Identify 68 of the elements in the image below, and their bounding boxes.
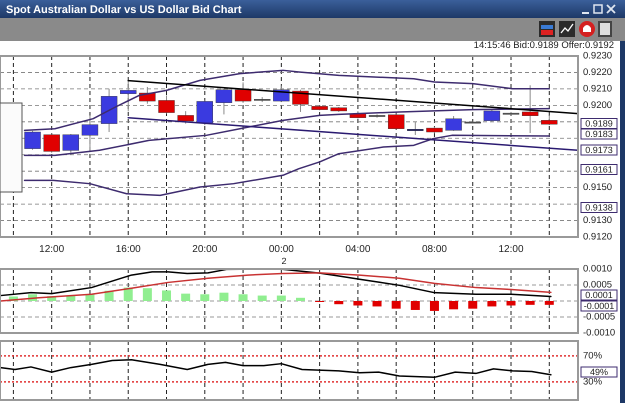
text: 0.0001 [585,290,613,300]
bar [544,301,554,305]
y-tick-label: 0.9200 [583,100,612,111]
candlestick [43,132,60,154]
bar [449,301,458,310]
x-tick-label: 08:00 [422,244,448,255]
bar [430,301,439,311]
bar [258,296,267,301]
bar [238,294,248,301]
chart-subtitle: 14:15:46 Bid:0.9189 Offer:0.9192 [474,40,614,51]
y-tick-label: 0.9120 [583,232,612,243]
y-tick-label: -0.0010 [583,328,616,339]
text: 49% [590,366,608,377]
bar [142,288,152,301]
bar [162,290,172,301]
bar [276,296,286,301]
candlestick [24,130,41,150]
y-tick-label: 0.0005 [583,280,612,291]
text: 0.9189 [585,118,613,128]
bar [181,294,190,301]
candlestick [177,110,194,124]
bar [468,301,478,309]
x-tick-label: 20:00 [192,244,218,255]
candlestick [484,108,500,122]
text: -0.0001 [584,300,614,311]
x-tick-label: 04:00 [345,244,371,255]
bar [506,301,516,306]
bar [334,301,344,304]
text: 0.9173 [585,144,613,155]
text: 0.9138 [585,202,613,212]
candlestick [541,114,558,126]
candlestick [62,133,80,154]
bar [392,301,401,309]
candlestick [82,114,98,153]
y-tick-label: 0.9150 [583,182,612,194]
candlestick [234,82,252,104]
candlestick [158,94,175,114]
candlestick [196,100,213,126]
chart-title: Spot Australian Dollar vs US Dollar Bid Chart [6,4,242,16]
x-tick-label: 12:00 [498,244,524,255]
bar [353,301,362,306]
x-tick-label: 00:00 [268,244,294,255]
bar [200,294,210,301]
y-tick-label: 0.9130 [583,215,612,226]
x-tick-label: 16:00 [116,244,142,255]
candlestick [445,116,462,132]
candlestick [522,84,538,134]
y-tick-label: 0.9230 [583,50,612,62]
bar [487,301,496,306]
y-tick-label: 30% [583,376,603,388]
text: 2 [281,256,287,266]
y-tick-label: 0.9220 [583,66,612,78]
y-tick-label: 70% [583,350,603,362]
text: 0.9183 [585,128,613,139]
bar [526,301,535,305]
bar [296,298,305,301]
bar [219,292,228,301]
candlestick [120,80,136,112]
candlestick [407,121,424,136]
candlestick [388,113,404,130]
y-tick-label: -0.0005 [583,312,616,323]
y-tick-label: 0.9210 [583,83,612,94]
y-tick-label: 0.0010 [583,264,612,275]
bar [410,301,420,310]
x-tick-label: 12:00 [39,244,65,255]
bar [372,301,382,306]
text: 0.9161 [585,164,613,174]
candlestick [216,88,232,115]
